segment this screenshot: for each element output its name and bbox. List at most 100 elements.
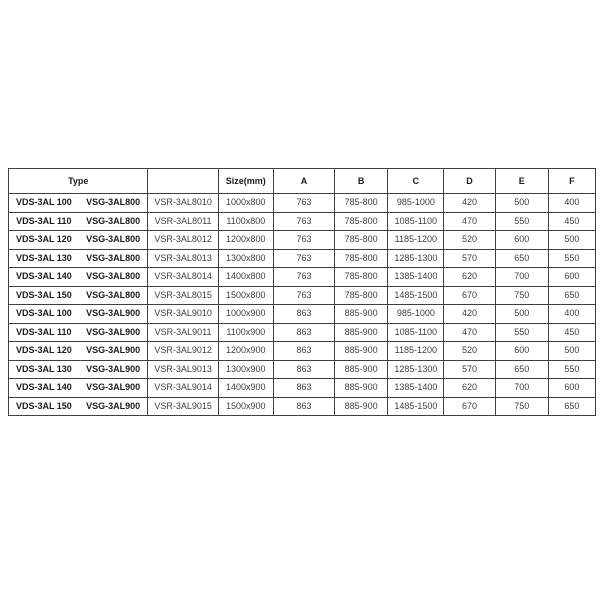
cell-b: 785-800 <box>334 193 389 213</box>
header-col-a: A <box>272 168 336 194</box>
cell-d: 420 <box>443 193 496 213</box>
cell-c: 1285-1300 <box>387 248 445 268</box>
cell-type-vsg: VSG-3AL800 <box>78 193 149 213</box>
header-col-b: B <box>334 168 389 194</box>
cell-model: VSR-3AL8010 <box>147 193 219 213</box>
cell-type-vsg: VSG-3AL800 <box>78 211 149 231</box>
table-row: VDS-3AL 140 VSG-3AL900 VSR-3AL9014 1400x900… <box>7 378 597 398</box>
spec-table: Type Size(mm) A B C D E F VDS-3AL 100 VSG… <box>7 168 597 416</box>
cell-type-vds: VDS-3AL 110 <box>7 211 79 231</box>
header-size: Size(mm) <box>217 168 274 194</box>
cell-model: VSR-3AL9010 <box>147 304 219 324</box>
cell-type-vds: VDS-3AL 130 <box>7 248 79 268</box>
cell-type-vds: VDS-3AL 100 <box>7 193 79 213</box>
cell-type-vds: VDS-3AL 150 <box>7 396 79 416</box>
cell-model: VSR-3AL9014 <box>147 378 219 398</box>
header-col-d: D <box>443 168 496 194</box>
cell-e: 750 <box>494 396 549 416</box>
cell-b: 885-900 <box>334 322 389 342</box>
cell-a: 863 <box>272 304 336 324</box>
cell-a: 863 <box>272 359 336 379</box>
cell-f: 600 <box>547 267 597 287</box>
cell-d: 570 <box>443 248 496 268</box>
cell-d: 670 <box>443 285 496 305</box>
cell-e: 650 <box>494 359 549 379</box>
cell-a: 863 <box>272 322 336 342</box>
cell-b: 785-800 <box>334 248 389 268</box>
header-col-c: C <box>387 168 445 194</box>
cell-size: 1100x900 <box>217 322 274 342</box>
cell-type-vds: VDS-3AL 150 <box>7 285 79 305</box>
header-model <box>147 168 219 194</box>
table-row: VDS-3AL 100 VSG-3AL900 VSR-3AL9010 1000x900… <box>7 304 597 324</box>
cell-c: 1085-1100 <box>387 322 445 342</box>
cell-size: 1400x800 <box>217 267 274 287</box>
cell-type-vds: VDS-3AL 140 <box>7 378 79 398</box>
cell-c: 1185-1200 <box>387 230 445 250</box>
cell-size: 1300x900 <box>217 359 274 379</box>
cell-b: 785-800 <box>334 267 389 287</box>
cell-d: 470 <box>443 211 496 231</box>
table-body: VDS-3AL 100 VSG-3AL800 VSR-3AL8010 1000x800… <box>7 193 597 416</box>
cell-b: 785-800 <box>334 285 389 305</box>
cell-model: VSR-3AL9013 <box>147 359 219 379</box>
cell-type-vsg: VSG-3AL900 <box>78 396 149 416</box>
cell-model: VSR-3AL8015 <box>147 285 219 305</box>
cell-model: VSR-3AL9015 <box>147 396 219 416</box>
cell-f: 650 <box>547 285 597 305</box>
cell-size: 1100x800 <box>217 211 274 231</box>
cell-a: 863 <box>272 378 336 398</box>
cell-size: 1400x900 <box>217 378 274 398</box>
cell-size: 1500x800 <box>217 285 274 305</box>
cell-e: 550 <box>494 211 549 231</box>
cell-b: 885-900 <box>334 359 389 379</box>
table-row: VDS-3AL 150 VSG-3AL800 VSR-3AL8015 1500x800… <box>7 285 597 305</box>
cell-f: 550 <box>547 359 597 379</box>
cell-f: 550 <box>547 248 597 268</box>
cell-type-vsg: VSG-3AL900 <box>78 341 149 361</box>
cell-c: 1185-1200 <box>387 341 445 361</box>
cell-d: 520 <box>443 341 496 361</box>
cell-model: VSR-3AL8014 <box>147 267 219 287</box>
table-row: VDS-3AL 130 VSG-3AL800 VSR-3AL8013 1300x800… <box>7 248 597 268</box>
cell-type-vsg: VSG-3AL800 <box>78 248 149 268</box>
cell-d: 420 <box>443 304 496 324</box>
cell-type-vsg: VSG-3AL800 <box>78 267 149 287</box>
cell-type-vsg: VSG-3AL800 <box>78 230 149 250</box>
table-header-row: Type Size(mm) A B C D E F <box>7 168 597 194</box>
cell-c: 1485-1500 <box>387 396 445 416</box>
cell-d: 570 <box>443 359 496 379</box>
cell-size: 1300x800 <box>217 248 274 268</box>
cell-f: 450 <box>547 322 597 342</box>
cell-f: 650 <box>547 396 597 416</box>
cell-c: 985-1000 <box>387 304 445 324</box>
table-row: VDS-3AL 100 VSG-3AL800 VSR-3AL8010 1000x800… <box>7 193 597 213</box>
cell-model: VSR-3AL8013 <box>147 248 219 268</box>
cell-model: VSR-3AL8012 <box>147 230 219 250</box>
cell-a: 763 <box>272 267 336 287</box>
header-col-e: E <box>494 168 549 194</box>
cell-a: 763 <box>272 193 336 213</box>
cell-model: VSR-3AL9012 <box>147 341 219 361</box>
cell-a: 863 <box>272 396 336 416</box>
cell-f: 400 <box>547 193 597 213</box>
cell-type-vsg: VSG-3AL900 <box>78 322 149 342</box>
cell-d: 670 <box>443 396 496 416</box>
cell-a: 763 <box>272 211 336 231</box>
table-row: VDS-3AL 110 VSG-3AL900 VSR-3AL9011 1100x900… <box>7 322 597 342</box>
cell-e: 550 <box>494 322 549 342</box>
cell-f: 450 <box>547 211 597 231</box>
table-row: VDS-3AL 120 VSG-3AL800 VSR-3AL8012 1200x800… <box>7 230 597 250</box>
cell-type-vds: VDS-3AL 120 <box>7 230 79 250</box>
cell-type-vsg: VSG-3AL900 <box>78 378 149 398</box>
cell-e: 500 <box>494 193 549 213</box>
cell-type-vsg: VSG-3AL900 <box>78 359 149 379</box>
cell-b: 785-800 <box>334 211 389 231</box>
cell-e: 500 <box>494 304 549 324</box>
cell-e: 700 <box>494 378 549 398</box>
cell-b: 885-900 <box>334 396 389 416</box>
table-row: VDS-3AL 130 VSG-3AL900 VSR-3AL9013 1300x900… <box>7 359 597 379</box>
cell-model: VSR-3AL8011 <box>147 211 219 231</box>
cell-a: 763 <box>272 230 336 250</box>
